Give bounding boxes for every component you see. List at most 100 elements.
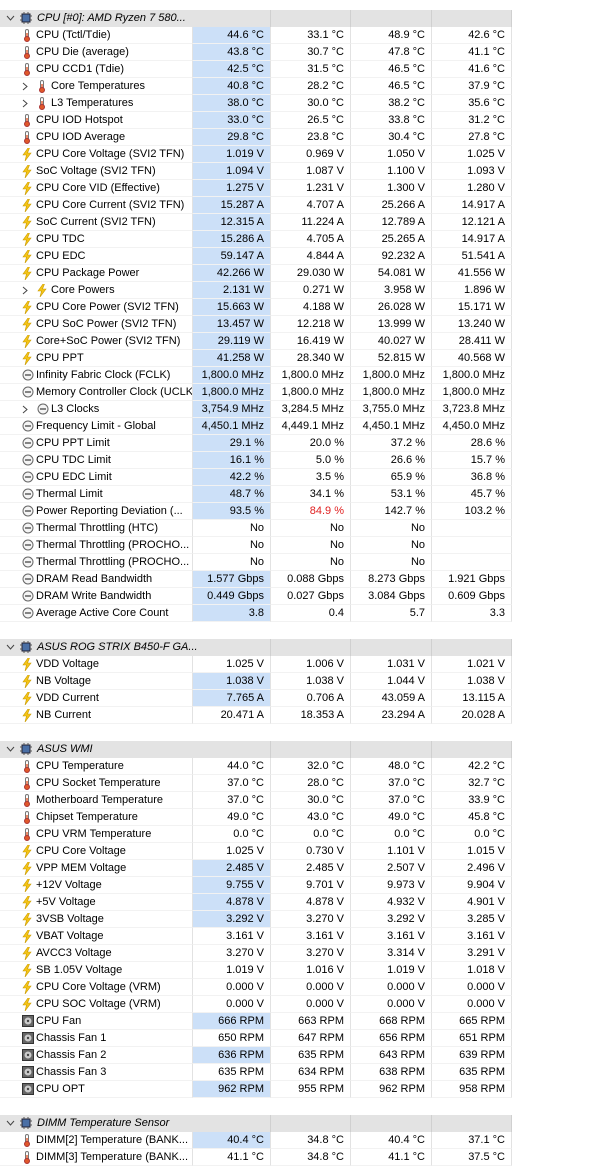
sensor-row[interactable]: Chassis Fan 3 635 RPM 634 RPM 638 RPM 635 RP… [0, 1064, 512, 1081]
sensor-name: CPU Temperature [36, 760, 124, 772]
sensor-row[interactable]: SoC Voltage (SVI2 TFN) 1.094 V 1.087 V 1.10… [0, 163, 512, 180]
sensor-row[interactable]: Memory Controller Clock (UCLK) 1,800.0 MH… [0, 384, 512, 401]
sensor-name-cell: VDD Voltage [0, 656, 193, 673]
expand-arrow[interactable] [21, 401, 29, 417]
sensor-row[interactable]: CPU TDC Limit 16.1 % 5.0 % 26.6 % 15.7 % [0, 452, 512, 469]
sensor-row[interactable]: Infinity Fabric Clock (FCLK) 1,800.0 MHz 1… [0, 367, 512, 384]
group-title: ASUS WMI [37, 743, 93, 755]
sensor-row[interactable]: Average Active Core Count 3.8 0.4 5.7 3.3 [0, 605, 512, 622]
sensor-value: 29.119 W [217, 335, 264, 347]
expand-arrow[interactable] [21, 282, 29, 298]
sensor-row[interactable]: +5V Voltage 4.878 V 4.878 V 4.932 V 4.901 V [0, 894, 512, 911]
sensor-row[interactable]: Chassis Fan 1 650 RPM 647 RPM 656 RPM 651 RP… [0, 1030, 512, 1047]
sensor-row[interactable]: CPU EDC Limit 42.2 % 3.5 % 65.9 % 36.8 % [0, 469, 512, 486]
sensor-row[interactable]: CPU Core Power (SVI2 TFN) 15.663 W 4.188 W… [0, 299, 512, 316]
value-cell: 20.471 A [193, 707, 271, 724]
sensor-row[interactable]: CPU Core Current (SVI2 TFN) 15.287 A 4.707… [0, 197, 512, 214]
sensor-row[interactable]: VPP MEM Voltage 2.485 V 2.485 V 2.507 V 2.49… [0, 860, 512, 877]
sensor-row[interactable]: VDD Voltage 1.025 V 1.006 V 1.031 V 1.021 V [0, 656, 512, 673]
sensor-row[interactable]: CPU Socket Temperature 37.0 °C 28.0 °C 37.0… [0, 775, 512, 792]
sensor-name-cell: CPU TDC Limit [0, 452, 193, 469]
sensor-row[interactable]: CPU EDC 59.147 A 4.844 A 92.232 A 51.541 A [0, 248, 512, 265]
sensor-row[interactable]: CPU TDC 15.286 A 4.705 A 25.265 A 14.917 A [0, 231, 512, 248]
group-header[interactable]: ASUS ROG STRIX B450-F GA... [0, 639, 512, 656]
sensor-row[interactable]: CPU CCD1 (Tdie) 42.5 °C 31.5 °C 46.5 °C 41.6… [0, 61, 512, 78]
sensor-row[interactable]: CPU PPT Limit 29.1 % 20.0 % 37.2 % 28.6 % [0, 435, 512, 452]
sensor-row[interactable]: Thermal Limit 48.7 % 34.1 % 53.1 % 45.7 % [0, 486, 512, 503]
sensor-row[interactable]: CPU Core Voltage (SVI2 TFN) 1.019 V 0.969 … [0, 146, 512, 163]
sensor-icon [22, 488, 34, 502]
sensor-row[interactable]: Thermal Throttling (PROCHO... No No No [0, 554, 512, 571]
sensor-row[interactable]: CPU Fan 666 RPM 663 RPM 668 RPM 665 RPM [0, 1013, 512, 1030]
sensor-name: CPU SoC Power (SVI2 TFN) [36, 318, 177, 330]
sensor-row[interactable]: SB 1.05V Voltage 1.019 V 1.016 V 1.019 V 1.0… [0, 962, 512, 979]
sensor-row[interactable]: +12V Voltage 9.755 V 9.701 V 9.973 V 9.904 V [0, 877, 512, 894]
collapse-arrow[interactable] [6, 741, 15, 764]
sensor-row[interactable]: VBAT Voltage 3.161 V 3.161 V 3.161 V 3.161 V [0, 928, 512, 945]
value-cell: 41.1 °C [432, 44, 512, 61]
value-cell: 43.0 °C [271, 809, 351, 826]
sensor-row[interactable]: DRAM Write Bandwidth 0.449 Gbps 0.027 Gbps… [0, 588, 512, 605]
sensor-value: 958 RPM [459, 1083, 505, 1095]
sensor-value: 0.4 [328, 607, 344, 619]
sensor-row[interactable]: CPU SOC Voltage (VRM) 0.000 V 0.000 V 0.000… [0, 996, 512, 1013]
sensor-row[interactable]: L3 Clocks 3,754.9 MHz 3,284.5 MHz 3,755.0 M… [0, 401, 512, 418]
collapse-arrow[interactable] [6, 1115, 15, 1138]
sensor-row[interactable]: CPU SoC Power (SVI2 TFN) 13.457 W 12.218 W… [0, 316, 512, 333]
sensor-name-cell: CPU IOD Hotspot [0, 112, 193, 129]
sensor-value: 20.0 % [309, 437, 344, 449]
sensor-name: Chipset Temperature [36, 811, 138, 823]
value-cell: 32.0 °C [271, 758, 351, 775]
sensor-value: 32.7 °C [468, 777, 505, 789]
sensor-name-cell: Core+SoC Power (SVI2 TFN) [0, 333, 193, 350]
sensor-row[interactable]: NB Voltage 1.038 V 1.038 V 1.044 V 1.038 V [0, 673, 512, 690]
sensor-value: 53.1 % [390, 488, 425, 500]
sensor-row[interactable]: DIMM[3] Temperature (BANK... 41.1 °C 34.8 … [0, 1149, 512, 1166]
sensor-row[interactable]: Motherboard Temperature 37.0 °C 30.0 °C 37.… [0, 792, 512, 809]
sensor-name: CPU IOD Average [36, 131, 126, 143]
expand-arrow[interactable] [21, 95, 29, 111]
sensor-row[interactable]: CPU OPT 962 RPM 955 RPM 962 RPM 958 RPM [0, 1081, 512, 1098]
sensor-row[interactable]: VDD Current 7.765 A 0.706 A 43.059 A 13.115 … [0, 690, 512, 707]
sensor-row[interactable]: DIMM[2] Temperature (BANK... 40.4 °C 34.8 … [0, 1132, 512, 1149]
group-header[interactable]: DIMM Temperature Sensor [0, 1115, 512, 1132]
sensor-row[interactable]: Core Temperatures 40.8 °C 28.2 °C 46.5 °C 37… [0, 78, 512, 95]
sensor-row[interactable]: Core+SoC Power (SVI2 TFN) 29.119 W 16.419 … [0, 333, 512, 350]
sensor-row[interactable]: Chipset Temperature 49.0 °C 43.0 °C 49.0 °C… [0, 809, 512, 826]
sensor-row[interactable]: CPU IOD Hotspot 33.0 °C 26.5 °C 33.8 °C 31.2… [0, 112, 512, 129]
sensor-row[interactable]: Thermal Throttling (HTC) No No No [0, 520, 512, 537]
sensor-row[interactable]: CPU Package Power 42.266 W 29.030 W 54.081 … [0, 265, 512, 282]
group-icon [20, 12, 32, 27]
sensor-row[interactable]: 3VSB Voltage 3.292 V 3.270 V 3.292 V 3.285 V [0, 911, 512, 928]
value-cell: 30.7 °C [271, 44, 351, 61]
sensor-row[interactable]: Core Powers 2.131 W 0.271 W 3.958 W 1.896 W [0, 282, 512, 299]
sensor-row[interactable]: CPU VRM Temperature 0.0 °C 0.0 °C 0.0 °C 0.0… [0, 826, 512, 843]
sensor-row[interactable]: Thermal Throttling (PROCHO... No No No [0, 537, 512, 554]
sensor-row[interactable]: Power Reporting Deviation (... 93.5 % 84.9… [0, 503, 512, 520]
sensor-row[interactable]: CPU Core Voltage 1.025 V 0.730 V 1.101 V 1.0… [0, 843, 512, 860]
collapse-arrow[interactable] [6, 10, 15, 33]
expand-arrow[interactable] [21, 78, 29, 94]
collapse-arrow[interactable] [6, 639, 15, 662]
value-cell: 38.0 °C [193, 95, 271, 112]
sensor-row[interactable]: CPU PPT 41.258 W 28.340 W 52.815 W 40.568 W [0, 350, 512, 367]
group-header[interactable]: ASUS WMI [0, 741, 512, 758]
sensor-row[interactable]: DRAM Read Bandwidth 1.577 Gbps 0.088 Gbps 8… [0, 571, 512, 588]
sensor-row[interactable]: Chassis Fan 2 636 RPM 635 RPM 643 RPM 639 RP… [0, 1047, 512, 1064]
sensor-name-cell: CPU VRM Temperature [0, 826, 193, 843]
group-header[interactable]: CPU [#0]: AMD Ryzen 7 580... [0, 10, 512, 27]
sensor-row[interactable]: SoC Current (SVI2 TFN) 12.315 A 11.224 A 12… [0, 214, 512, 231]
sensor-row[interactable]: CPU Temperature 44.0 °C 32.0 °C 48.0 °C 42.2… [0, 758, 512, 775]
value-cell: 13.240 W [432, 316, 512, 333]
sensor-row[interactable]: CPU Core Voltage (VRM) 0.000 V 0.000 V 0.00… [0, 979, 512, 996]
sensor-row[interactable]: L3 Temperatures 38.0 °C 30.0 °C 38.2 °C 35.6… [0, 95, 512, 112]
sensor-row[interactable]: AVCC3 Voltage 3.270 V 3.270 V 3.314 V 3.291 … [0, 945, 512, 962]
sensor-row[interactable]: CPU Die (average) 43.8 °C 30.7 °C 47.8 °C 41… [0, 44, 512, 61]
sensor-row[interactable]: Frequency Limit - Global 4,450.1 MHz 4,449… [0, 418, 512, 435]
sensor-row[interactable]: NB Current 20.471 A 18.353 A 23.294 A 20.028… [0, 707, 512, 724]
sensor-row[interactable]: CPU Core VID (Effective) 1.275 V 1.231 V 1.… [0, 180, 512, 197]
sensor-row[interactable]: CPU IOD Average 29.8 °C 23.8 °C 30.4 °C 27.8… [0, 129, 512, 146]
sensor-row[interactable]: CPU (Tctl/Tdie) 44.6 °C 33.1 °C 48.9 °C 42.6… [0, 27, 512, 44]
sensor-value: 40.568 W [457, 352, 505, 364]
sensor-value: 3.161 V [306, 930, 344, 942]
